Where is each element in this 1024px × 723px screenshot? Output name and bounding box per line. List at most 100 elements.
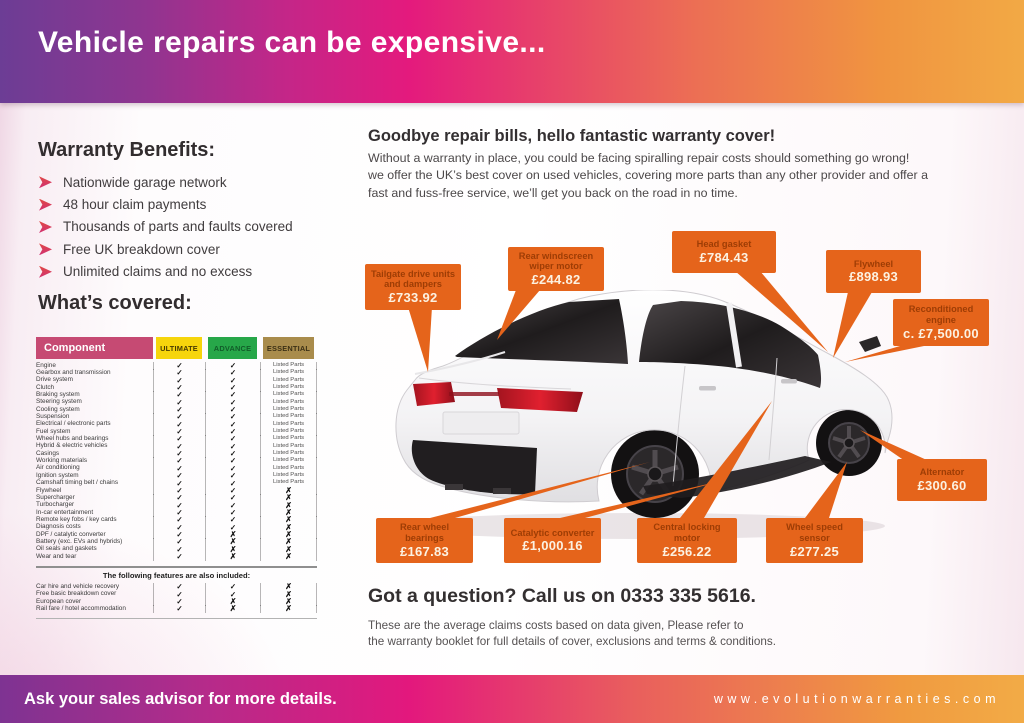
coverage-cell: ✓ [205, 457, 260, 466]
coverage-cell: ✓ [153, 509, 205, 517]
coverage-cell: Listed Parts [260, 435, 317, 444]
coverage-cell: ✓ [153, 531, 205, 539]
component-name: Remote key fobs / key cards [36, 515, 117, 523]
table-row: Turbocharger ✓ ✓ ✗ [36, 501, 317, 510]
coverage-cell: ✓ [153, 598, 205, 606]
coverage-cell: ✓ [153, 487, 205, 495]
features-divider [36, 566, 317, 569]
coverage-cell: ✗ [260, 538, 317, 547]
callout-pointer [735, 271, 828, 352]
table-row: Air conditioning ✓ ✓ Listed Parts [36, 464, 317, 473]
coverage-cell: ✓ [205, 516, 260, 525]
component-name: Gearbox and transmission [36, 368, 111, 376]
coverage-cell: ✓ [205, 362, 260, 370]
table-row: Remote key fobs / key cards ✓ ✓ ✗ [36, 515, 317, 525]
callout-alternator: Alternator £300.60 [897, 459, 987, 501]
coverage-cell: ✓ [153, 413, 205, 421]
table-row: Gearbox and transmission ✓ ✓ Listed Parts [36, 368, 317, 377]
component-name: European cover [36, 597, 82, 605]
table-row: European cover ✓ ✗ ✗ [36, 597, 317, 606]
coverage-cell: ✓ [153, 494, 205, 502]
coverage-cell: ✓ [153, 553, 205, 561]
coverage-cell: ✓ [205, 494, 260, 502]
benefit-label: Nationwide garage network [63, 174, 227, 190]
coverage-cell: ✓ [205, 501, 260, 510]
component-name: Free basic breakdown cover [36, 590, 117, 598]
component-name: Ignition system [36, 471, 79, 479]
component-name: Fuel system [36, 427, 71, 435]
coverage-cell: ✓ [205, 583, 260, 592]
table-row: Braking system ✓ ✓ Listed Parts [36, 391, 317, 399]
coverage-cell: ✗ [260, 516, 317, 525]
component-name: Rail fare / hotel accommodation [36, 605, 126, 612]
component-name: Cooling system [36, 405, 80, 413]
coverage-cell: ✓ [153, 501, 205, 510]
callout-label: Rear wheel bearings [399, 522, 450, 543]
component-name: Working materials [36, 457, 88, 465]
table-row: Wheel hubs and bearings ✓ ✓ Listed Parts [36, 435, 317, 444]
coverage-cell: Listed Parts [260, 450, 317, 458]
callout-label: Rear windscreen wiper motor [518, 250, 594, 272]
table-row: Car hire and vehicle recovery ✓ ✓ ✗ [36, 583, 317, 592]
callout-pointer [845, 346, 924, 362]
table-row: Drive system ✓ ✓ Listed Parts [36, 376, 317, 385]
component-name: Oil seals and gaskets [36, 545, 97, 553]
coverage-cell: Listed Parts [260, 472, 317, 480]
table-row: Camshaft timing belt / chains ✓ ✓ Listed Pa… [36, 479, 317, 488]
callout-wheel-speed-sensor: Wheel speed sensor £277.25 [766, 518, 863, 563]
coverage-cell: ✗ [205, 531, 260, 539]
table-row: Supercharger ✓ ✓ ✗ [36, 494, 317, 502]
page-title: Vehicle repairs can be expensive... [38, 26, 546, 59]
coverage-cell: ✓ [153, 523, 205, 532]
callout-price: £244.82 [531, 272, 581, 288]
table-bottom-divider [36, 617, 317, 619]
component-name: Drive system [36, 376, 73, 384]
coverage-cell: ✓ [153, 428, 205, 436]
table-row: Wear and tear ✓ ✗ ✗ [36, 552, 317, 561]
coverage-cell: ✓ [205, 435, 260, 444]
coverage-cell: ✗ [260, 487, 317, 495]
coverage-cell: Listed Parts [260, 464, 317, 473]
component-name: Air conditioning [36, 464, 80, 472]
coverage-cell: Listed Parts [260, 442, 317, 451]
table-row: Rail fare / hotel accommodation ✓ ✗ ✗ [36, 605, 317, 614]
callout-pointers [408, 271, 929, 518]
coverage-cell: ✗ [260, 494, 317, 502]
coverage-cell: ✓ [205, 472, 260, 480]
coverage-cell: ✓ [153, 465, 205, 473]
coverage-cell: ✓ [153, 605, 205, 614]
coverage-cell: ✓ [153, 391, 205, 399]
coverage-cell: ✓ [205, 421, 260, 429]
coverage-cell: ✓ [153, 362, 205, 370]
callout-price: £256.22 [662, 543, 712, 559]
table-row: Diagnosis costs ✓ ✓ ✗ [36, 523, 317, 532]
component-name: Clutch [36, 383, 55, 391]
callout-label: Wheel speed sensor [786, 522, 843, 543]
coverage-cell: ✓ [153, 472, 205, 480]
column-header-ultimate: ULTIMATE [156, 337, 202, 359]
callout-label: Tailgate drive units and dampers [370, 268, 456, 290]
callout-head-gasket: Head gasket £784.43 [672, 231, 776, 273]
disclaimer-text: These are the average claims costs based… [368, 619, 776, 649]
table-row: Casings ✓ ✓ Listed Parts [36, 450, 317, 458]
component-name: DPF / catalytic converter [36, 530, 106, 538]
callout-price: £784.43 [699, 249, 749, 265]
callout-pointer [408, 307, 432, 372]
coverage-cell: ✗ [260, 598, 317, 606]
table-row: Hybrid & electric vehicles ✓ ✓ Listed Parts [36, 442, 317, 451]
benefit-item: Nationwide garage network [39, 171, 293, 193]
coverage-cell: ✓ [153, 457, 205, 466]
coverage-cell: ✓ [153, 435, 205, 444]
coverage-cell: ✗ [260, 523, 317, 532]
coverage-cell: ✗ [205, 553, 260, 561]
table-row: Working materials ✓ ✓ Listed Parts [36, 457, 317, 466]
component-name: Engine [36, 361, 56, 369]
coverage-cell: ✗ [260, 583, 317, 592]
coverage-cell: ✓ [205, 523, 260, 532]
car-illustration [389, 290, 893, 539]
component-name: Wear and tear [36, 552, 77, 560]
table-row: In-car entertainment ✓ ✓ ✗ [36, 509, 317, 517]
coverage-cell: ✓ [205, 406, 260, 414]
benefit-label: Unlimited claims and no excess [63, 264, 253, 280]
